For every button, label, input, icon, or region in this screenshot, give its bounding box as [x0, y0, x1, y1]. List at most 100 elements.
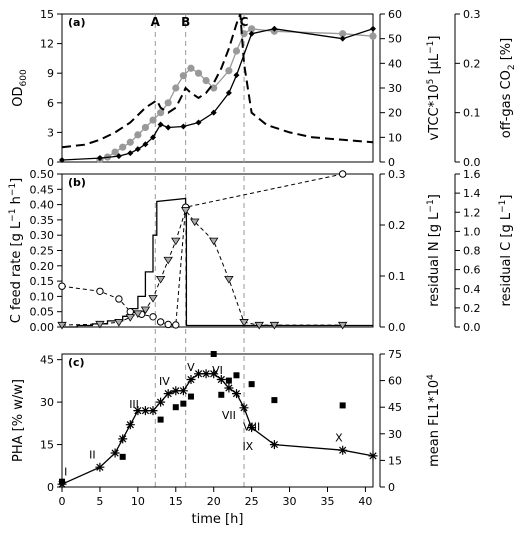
- series-pha-point: [133, 406, 143, 416]
- series-resc-point: [269, 321, 280, 330]
- series-pha-point: [201, 369, 211, 379]
- series-pha-point: [224, 383, 234, 393]
- y-axis-left-b-tick-label: 0.35: [30, 214, 55, 227]
- series-vtcc-point: [369, 32, 377, 40]
- series-feed-line: [62, 197, 373, 328]
- series-pha-point: [194, 369, 203, 379]
- y-axis-right1-title-a: vTCC*105 [µL−1]: [426, 36, 442, 141]
- series-pha-point: [95, 462, 105, 472]
- series-od-point: [195, 119, 202, 126]
- series-resc-point: [254, 321, 264, 330]
- series-resc-point: [190, 218, 200, 227]
- series-vtcc-point: [210, 84, 218, 92]
- series-resc-point: [337, 321, 348, 330]
- x-axis-tick-label: 15: [169, 495, 183, 508]
- y-axis-left-b-tick-label: 0.00: [30, 321, 55, 334]
- series-od-point: [370, 25, 376, 32]
- series-pha-point: [171, 386, 181, 396]
- series-resn-point: [115, 295, 123, 303]
- series-resn-point: [164, 320, 172, 329]
- roman-label: VII: [222, 409, 236, 422]
- roman-label: II: [89, 449, 96, 462]
- series-fl1-point: [187, 393, 194, 400]
- series-resn-point: [58, 282, 66, 290]
- series-resn-point: [126, 308, 134, 316]
- y-axis-left-b-tick-label: 0.50: [30, 168, 55, 181]
- y-axis-right2-b-tick-label: 0.6: [463, 264, 481, 277]
- y-axis-right1-a-tick-label: 10: [388, 131, 402, 144]
- series-fl1-point: [119, 453, 126, 460]
- series-vtcc-point: [248, 25, 256, 33]
- y-axis-left-title-a: OD600: [11, 69, 29, 107]
- y-axis-left-b-tick-label: 0.15: [30, 275, 55, 288]
- series-vtcc-point: [172, 84, 180, 92]
- series-resn-point: [149, 313, 157, 321]
- y-axis-right-c-tick-label: 15: [388, 454, 402, 467]
- series-fl1-point: [59, 478, 65, 485]
- series-fl1-point: [172, 404, 179, 411]
- y-axis-left-b-tick-label: 0.30: [30, 229, 55, 242]
- series-fl1-point: [180, 400, 187, 407]
- series-resc-point: [133, 310, 143, 318]
- series-co2-line: [61, 13, 374, 149]
- series-pha-point: [232, 389, 241, 399]
- panel-label-c: (c): [68, 356, 85, 369]
- y-axis-right2-a-tick-label: 0.3: [463, 8, 481, 21]
- series-resc-point: [95, 320, 105, 329]
- series-fl1-point: [339, 402, 346, 409]
- series-od-point: [233, 72, 240, 79]
- series-pha-point: [178, 386, 188, 396]
- series-fl1-point: [233, 372, 240, 379]
- y-axis-left-c-tick-label: 30: [40, 396, 54, 409]
- annotation-label: B: [181, 15, 190, 29]
- series-od-point: [210, 109, 217, 116]
- series-resc-point: [114, 319, 124, 327]
- series-vtcc-point: [141, 123, 150, 132]
- panel-label-a: (a): [68, 16, 85, 29]
- y-axis-right1-a-tick-label: 20: [388, 107, 402, 120]
- series-vtcc-point: [126, 138, 134, 146]
- y-axis-right2-b-tick-label: 0.2: [463, 302, 481, 315]
- series-pha-point: [148, 406, 158, 416]
- series-vtcc-point: [111, 148, 119, 156]
- y-axis-right2-b-tick-label: 1.0: [463, 225, 481, 238]
- series-pha-point: [209, 369, 219, 379]
- y-axis-right-c-tick-label: 30: [388, 428, 402, 441]
- y-axis-right1-b-tick-label: 0.2: [388, 219, 406, 232]
- roman-label: III: [129, 398, 139, 411]
- series-od-point: [271, 25, 278, 32]
- series-od-point: [248, 30, 255, 37]
- series-vtcc-point: [339, 30, 347, 38]
- x-axis-tick-label: 30: [283, 495, 297, 508]
- series-fl1-point: [218, 391, 225, 398]
- y-axis-left-c-tick-label: 45: [40, 354, 54, 367]
- series-pha-point: [156, 397, 166, 407]
- y-axis-left-b-tick-label: 0.20: [30, 260, 55, 273]
- y-axis-right2-b-tick-label: 1.2: [463, 206, 481, 219]
- y-axis-right2-a-tick-label: 0.2: [463, 57, 481, 70]
- series-resc-point: [239, 319, 249, 327]
- series-vtcc-point: [164, 99, 172, 107]
- series-vtcc-point: [187, 64, 195, 72]
- series-resc-point: [180, 207, 191, 215]
- series-od-point: [165, 124, 172, 131]
- series-pha-point: [269, 440, 279, 450]
- roman-label: IX: [242, 440, 253, 453]
- x-axis-tick-label: 35: [320, 495, 334, 508]
- y-axis-left-a-tick-label: 15: [40, 8, 54, 21]
- series-resc-point: [148, 295, 158, 303]
- y-axis-right2-b-tick-label: 1.6: [463, 168, 481, 181]
- series-resc-point: [163, 256, 173, 265]
- x-axis-tick-label: 0: [59, 495, 66, 508]
- roman-label: VIII: [243, 420, 260, 433]
- y-axis-right2-a-tick-label: 0.0: [463, 156, 481, 169]
- series-pha-point: [140, 406, 150, 416]
- series-vtcc-point: [179, 72, 187, 80]
- roman-label: VI: [212, 364, 223, 377]
- series-resn-point: [172, 321, 180, 329]
- series-od-point: [134, 146, 141, 153]
- x-axis-tick-label: 5: [96, 495, 103, 508]
- series-od-point: [96, 155, 103, 162]
- series-od-point: [59, 157, 65, 164]
